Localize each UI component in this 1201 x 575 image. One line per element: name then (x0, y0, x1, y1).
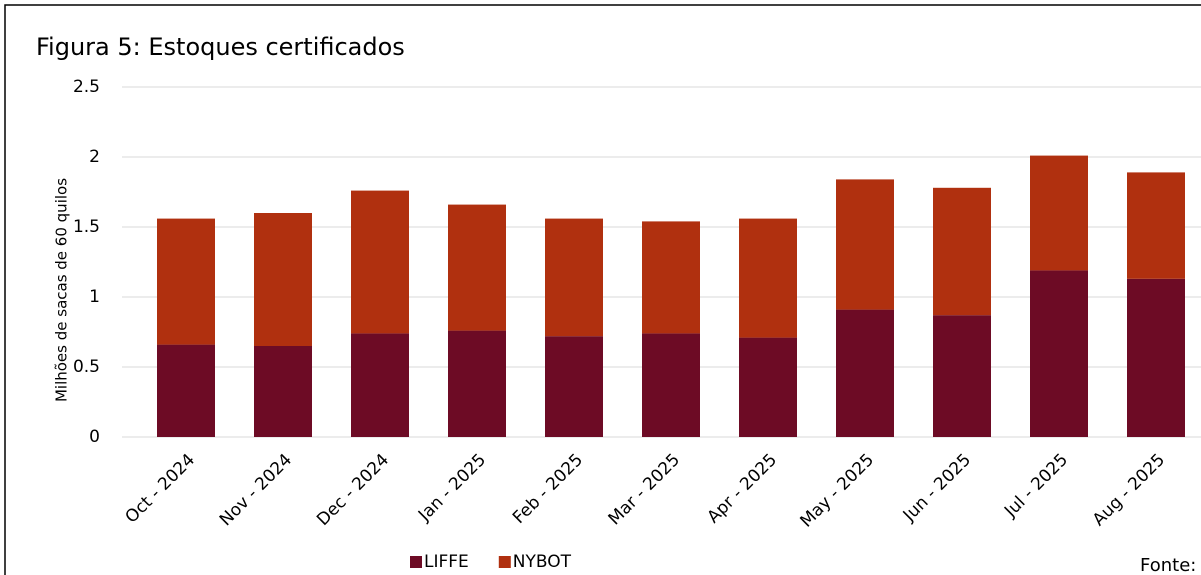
x-tick-label: Apr - 2025 (704, 450, 782, 528)
x-tick-label: Oct - 2024 (122, 450, 200, 528)
y-tick-label: 2.5 (73, 77, 100, 97)
x-tick-label: Dec - 2024 (313, 450, 393, 530)
bar (351, 333, 409, 437)
y-tick-label: 2 (89, 147, 100, 167)
x-tick-label: Jul - 2025 (1000, 450, 1072, 522)
x-tick-label: May - 2025 (796, 450, 878, 532)
x-tick-label: Mar - 2025 (605, 450, 684, 529)
bar (836, 179, 894, 310)
y-axis-label: Milhões de sacas de 60 quilos (53, 178, 71, 402)
x-tick-label: Feb - 2025 (509, 450, 587, 528)
bar (157, 344, 215, 437)
source-note: Fonte: ICE (1140, 555, 1201, 575)
legend-swatch (498, 556, 511, 568)
bar (1030, 270, 1088, 437)
bar (1127, 172, 1185, 279)
bar (642, 333, 700, 437)
x-tick-label: Nov - 2024 (216, 450, 296, 530)
bar (642, 221, 700, 334)
bar (448, 330, 506, 437)
bar (1030, 155, 1088, 271)
legend-label: NYBOT (513, 552, 572, 572)
bar (933, 187, 991, 316)
x-tick-label: Aug - 2025 (1089, 450, 1169, 530)
bar (933, 315, 991, 437)
bar (448, 204, 506, 331)
bar (351, 190, 409, 334)
bar (545, 218, 603, 337)
bar (545, 336, 603, 437)
bar (254, 346, 312, 437)
y-tick-label: 1 (89, 287, 100, 307)
bar (254, 213, 312, 346)
bar (739, 218, 797, 338)
y-tick-label: 0.5 (73, 357, 100, 377)
x-tick-label: Jan - 2025 (414, 450, 490, 526)
legend-swatch (410, 556, 422, 568)
chart-title: Figura 5: Estoques certificados (36, 33, 405, 61)
y-tick-label: 1.5 (73, 217, 100, 237)
bar (157, 218, 215, 345)
legend-label: LIFFE (424, 552, 469, 572)
y-tick-label: 0 (89, 427, 100, 447)
x-tick-label: Jun - 2025 (899, 450, 975, 526)
bar (739, 337, 797, 437)
bar (836, 309, 894, 437)
frame (4, 4, 1201, 575)
bar (1127, 278, 1185, 437)
